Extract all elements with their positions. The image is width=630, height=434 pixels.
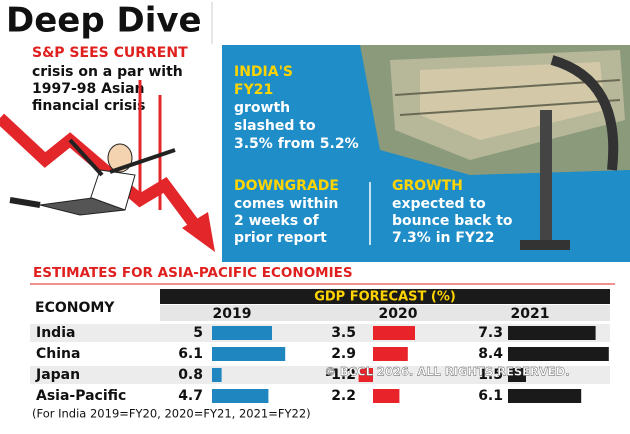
downgrade-heading: DOWNGRADE bbox=[234, 178, 339, 194]
growth-text: 7.3% in FY22 bbox=[392, 230, 495, 246]
forecast-bar bbox=[212, 389, 269, 403]
forecast-bar bbox=[212, 368, 222, 382]
forecast-bar bbox=[373, 347, 408, 361]
year-row-bg bbox=[160, 305, 610, 321]
downgrade-text: 2 weeks of bbox=[234, 213, 320, 229]
year-label: 2021 bbox=[511, 306, 550, 322]
row-bg bbox=[30, 324, 610, 342]
forecast-value: -1.2 bbox=[325, 367, 356, 383]
lead-text: crisis on a par with bbox=[32, 64, 183, 80]
india-heading: INDIA'S bbox=[234, 64, 293, 80]
forecast-bar bbox=[508, 389, 582, 403]
table-title: ESTIMATES FOR ASIA-PACIFIC ECONOMIES bbox=[33, 265, 353, 281]
forecast-bar bbox=[212, 347, 286, 361]
forecast-value: 7.3 bbox=[478, 325, 503, 341]
forecast-bar bbox=[508, 326, 596, 340]
india-text: 3.5% from 5.2% bbox=[234, 136, 359, 152]
falling-illustration bbox=[0, 80, 215, 252]
forecast-value: 6.1 bbox=[478, 388, 503, 404]
forecast-value: 0.8 bbox=[178, 367, 203, 383]
forecast-bar bbox=[508, 368, 526, 382]
forecast-value: 5 bbox=[193, 325, 203, 341]
india-heading: FY21 bbox=[234, 82, 273, 98]
india-text: growth bbox=[234, 100, 290, 116]
growth-text: expected to bbox=[392, 196, 486, 212]
forecast-value: 4.7 bbox=[178, 388, 203, 404]
forecast-bar bbox=[358, 368, 373, 382]
forecast-bar bbox=[373, 389, 400, 403]
lead-text: 1997-98 Asian bbox=[32, 81, 145, 97]
economy-label: Asia-Pacific bbox=[36, 388, 126, 404]
group-header: GDP FORECAST (%) bbox=[314, 290, 456, 305]
lead-text: financial crisis bbox=[32, 98, 145, 114]
forecast-bar bbox=[373, 326, 415, 340]
economy-label: Japan bbox=[35, 367, 80, 383]
year-label: 2020 bbox=[379, 306, 418, 322]
lead-kicker: S&P SEES CURRENT bbox=[32, 45, 188, 61]
row-header: ECONOMY bbox=[35, 300, 115, 316]
title: Deep Dive bbox=[6, 1, 202, 41]
row-bg bbox=[30, 345, 610, 363]
india-text: slashed to bbox=[234, 118, 316, 134]
row-bg bbox=[30, 366, 610, 384]
growth-text: bounce back to bbox=[392, 213, 513, 229]
year-label: 2019 bbox=[213, 306, 252, 322]
forecast-value: 6.1 bbox=[178, 346, 203, 362]
money-illustration bbox=[360, 45, 630, 250]
forecast-bar bbox=[508, 347, 609, 361]
forecast-value: 8.4 bbox=[478, 346, 503, 362]
forecast-bar bbox=[212, 326, 272, 340]
economy-label: China bbox=[36, 346, 80, 362]
forecast-value: 2.2 bbox=[331, 388, 356, 404]
group-header-bg bbox=[160, 289, 610, 304]
table-note: (For India 2019=FY20, 2020=FY21, 2021=FY… bbox=[32, 407, 311, 421]
row-bg bbox=[30, 387, 610, 405]
economy-label: India bbox=[36, 325, 75, 341]
forecast-value: 2.9 bbox=[331, 346, 356, 362]
downgrade-text: comes within bbox=[234, 196, 338, 212]
forecast-value: 3.5 bbox=[331, 325, 356, 341]
growth-heading: GROWTH bbox=[392, 178, 463, 194]
downgrade-text: prior report bbox=[234, 230, 327, 246]
watermark: © BCCL 2026. ALL RIGHTS RESERVED. bbox=[324, 365, 569, 379]
forecast-value: 1.5 bbox=[478, 367, 503, 383]
